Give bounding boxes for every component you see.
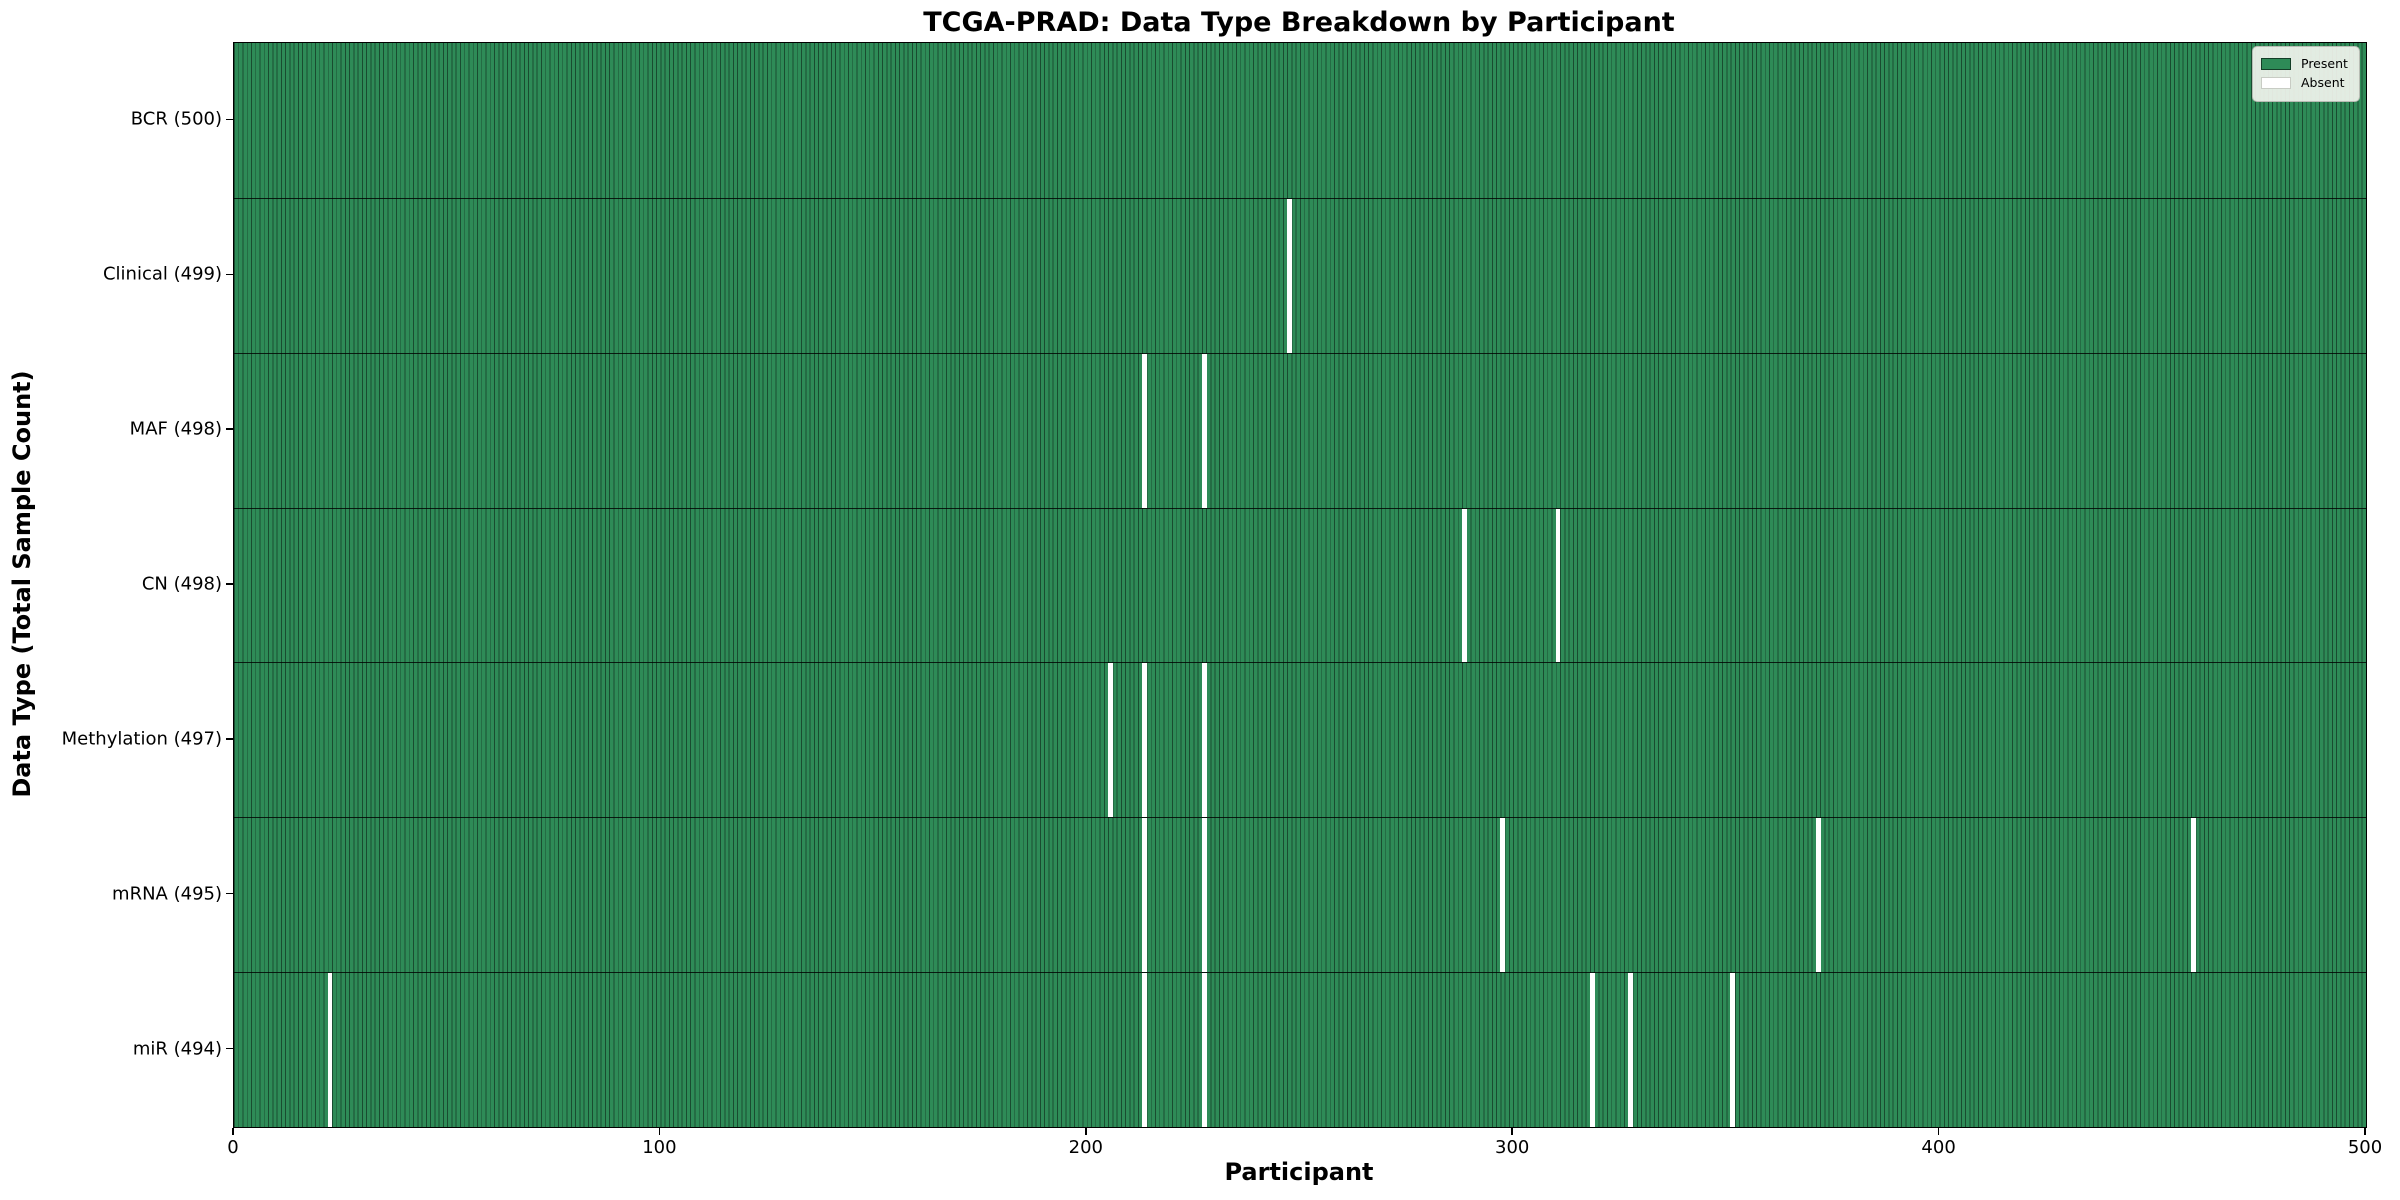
y-tick — [226, 118, 233, 121]
plot-area — [233, 42, 2367, 1128]
absent-gap-cn-288 — [1461, 508, 1467, 663]
y-tick — [226, 273, 233, 276]
y-axis-label: Data Type (Total Sample Count) — [8, 370, 36, 798]
legend-swatch-absent — [2261, 77, 2291, 89]
y-tick — [226, 738, 233, 740]
heatmap-row-methylation — [234, 662, 2366, 818]
legend-label: Present — [2301, 56, 2348, 71]
heatmap-row-mrna — [234, 817, 2366, 973]
legend: Present Absent — [2252, 46, 2360, 102]
heatmap-row-mir — [234, 972, 2366, 1127]
absent-gap-methylation-213 — [1141, 663, 1147, 818]
legend-label: Absent — [2301, 75, 2345, 90]
x-tick — [1937, 1127, 1940, 1135]
absent-gap-mrna-227 — [1201, 818, 1207, 973]
legend-entry-absent: Absent — [2261, 75, 2351, 91]
absent-gap-mir-318 — [1589, 973, 1595, 1127]
heatmap-row-maf — [234, 352, 2366, 508]
x-tick — [2364, 1127, 2366, 1135]
absent-gap-mir-327 — [1628, 973, 1633, 1127]
absent-gap-clinical-247 — [1286, 198, 1292, 353]
heatmap-row-bcr — [234, 43, 2366, 198]
x-tick — [658, 1127, 661, 1135]
y-tick-label-clinical: Clinical (499) — [102, 263, 222, 285]
x-tick — [1085, 1127, 1087, 1135]
y-tick-label-mir: miR (494) — [132, 1038, 222, 1060]
absent-gap-mrna-213 — [1141, 818, 1147, 973]
absent-gap-mir-351 — [1730, 973, 1736, 1127]
y-tick — [226, 892, 233, 895]
y-tick — [226, 583, 233, 585]
absent-gap-methylation-205 — [1107, 663, 1113, 818]
absent-gap-methylation-227 — [1201, 663, 1207, 818]
x-tick — [1511, 1127, 1513, 1135]
absent-gap-cn-310 — [1555, 508, 1561, 663]
absent-gap-mrna-459 — [2190, 818, 2196, 973]
x-tick-label-200: 200 — [1068, 1137, 1103, 1158]
absent-gap-mir-22 — [327, 973, 333, 1127]
x-tick-label-100: 100 — [642, 1137, 677, 1158]
y-tick-label-bcr: BCR (500) — [130, 108, 222, 130]
absent-gap-maf-227 — [1201, 353, 1207, 508]
legend-entry-present: Present — [2261, 56, 2351, 72]
heatmap-row-clinical — [234, 197, 2366, 353]
chart-title: TCGA-PRAD: Data Type Breakdown by Partic… — [923, 7, 1675, 38]
y-tick-label-maf: MAF (498) — [129, 418, 222, 440]
x-axis-label: Participant — [1224, 1158, 1374, 1186]
absent-gap-mir-227 — [1201, 973, 1207, 1127]
y-tick — [226, 428, 233, 430]
x-tick — [232, 1127, 234, 1135]
absent-gap-mir-213 — [1141, 973, 1147, 1127]
y-tick-label-mrna: mRNA (495) — [112, 883, 222, 905]
x-tick-label-300: 300 — [1495, 1137, 1530, 1158]
absent-gap-mrna-371 — [1815, 818, 1821, 973]
absent-gap-maf-213 — [1141, 353, 1147, 508]
heatmap-row-cn — [234, 507, 2366, 663]
y-tick-label-cn: CN (498) — [141, 573, 222, 595]
x-tick-label-400: 400 — [1921, 1137, 1956, 1158]
x-tick-label-0: 0 — [227, 1137, 239, 1158]
absent-gap-mrna-297 — [1500, 818, 1506, 973]
y-tick — [226, 1047, 233, 1050]
x-tick-label-500: 500 — [2347, 1137, 2383, 1158]
y-tick-label-methylation: Methylation (497) — [61, 728, 222, 750]
legend-swatch-present — [2261, 58, 2291, 70]
